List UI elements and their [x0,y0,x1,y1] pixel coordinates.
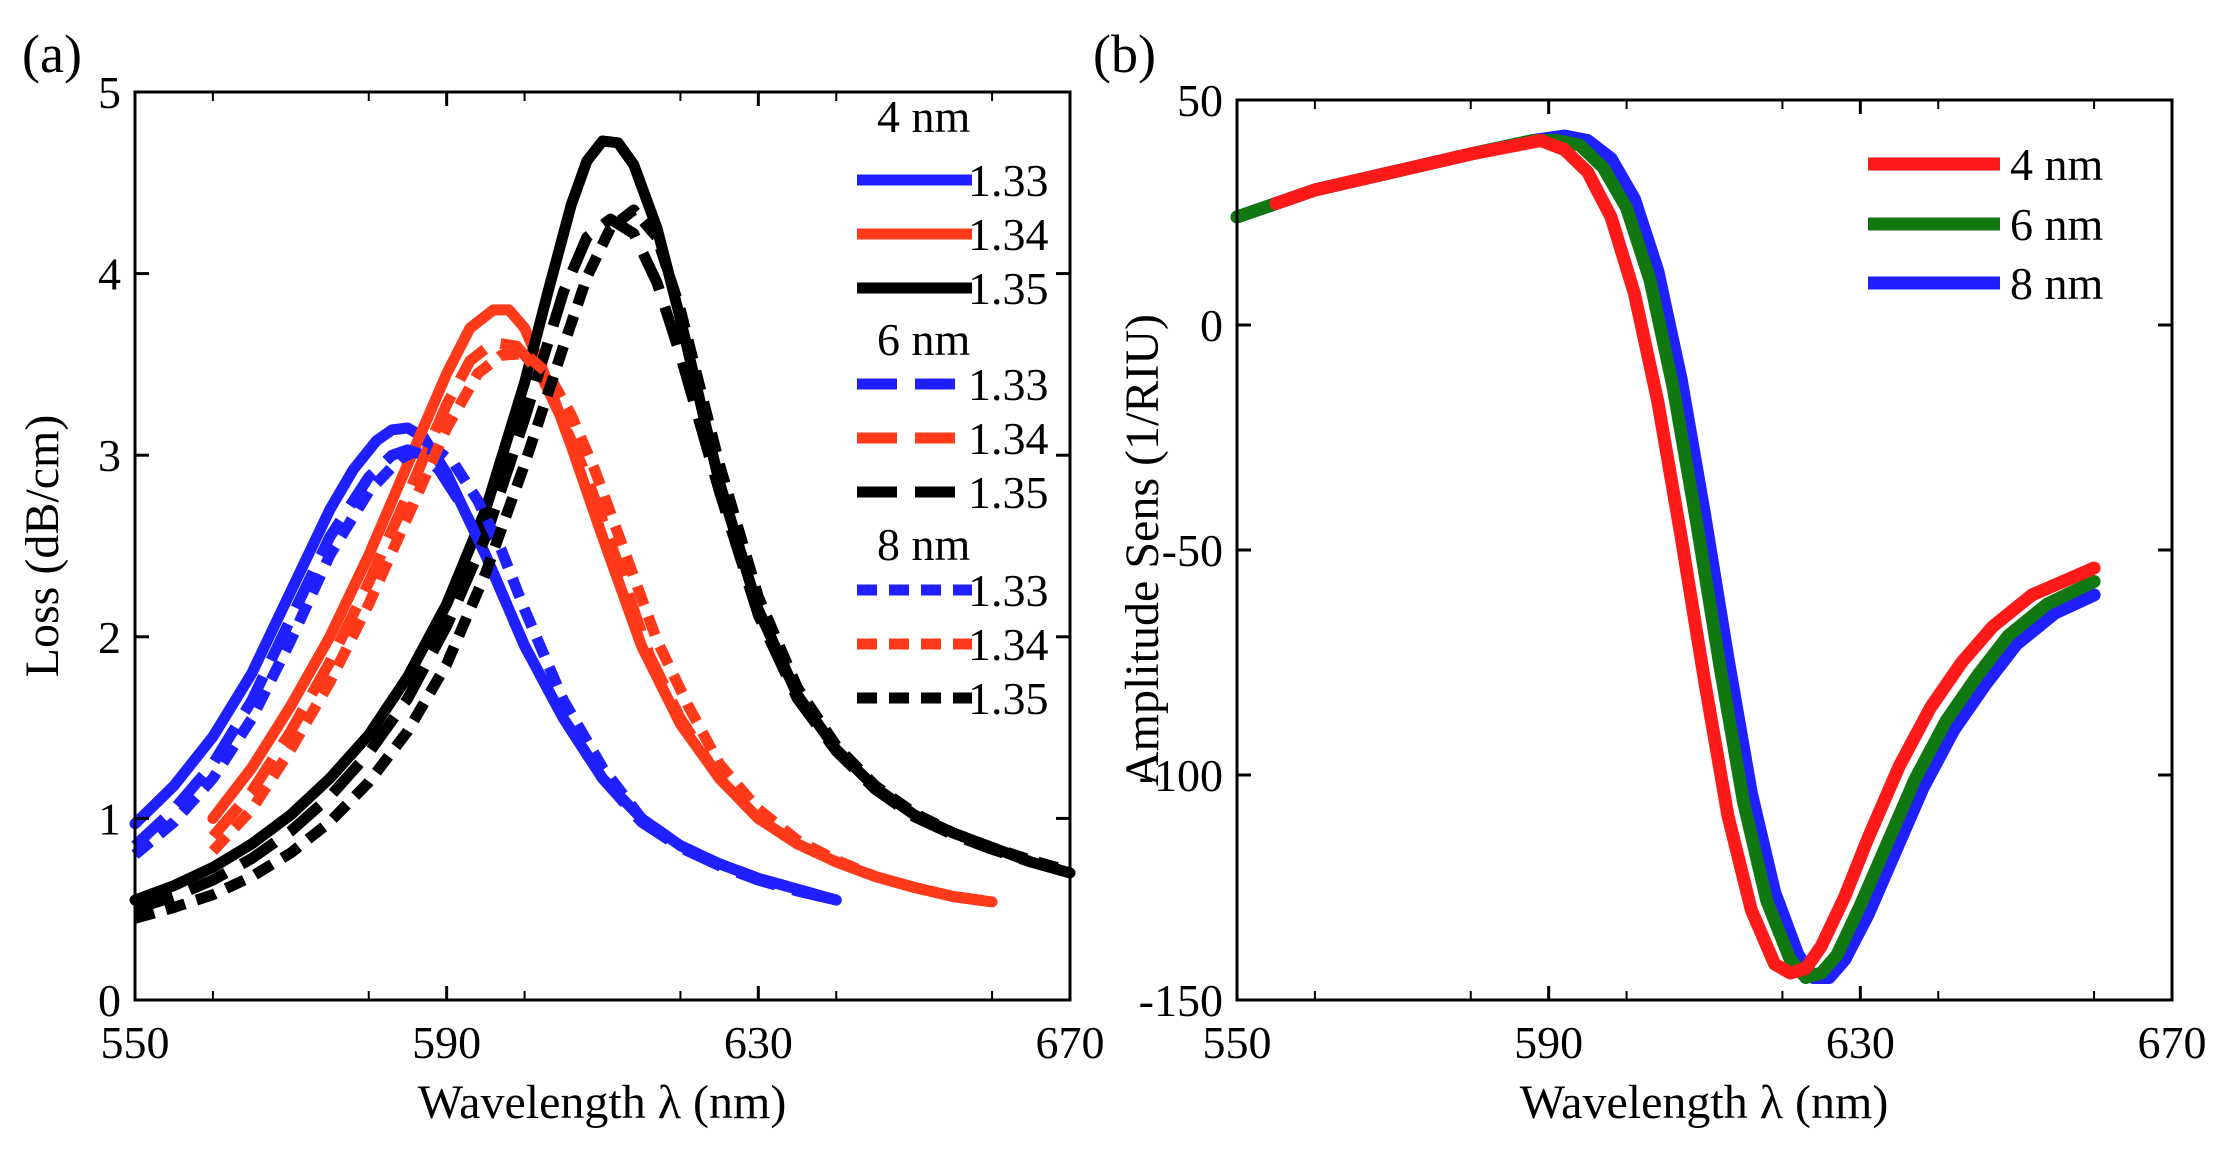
panel-a-series-6-nm-1.34 [208,337,993,908]
panel-b-ytick-label: 0 [1200,300,1223,351]
panel-a-ytick-label: 3 [98,430,121,481]
legend-entry-6nm-1.35: 1.35 [968,467,1049,518]
panel-a-ytick-label: 2 [98,612,121,663]
panel-a-plot-area [129,135,1076,924]
panel-a-frame [133,90,1072,1002]
legend-group-title-8nm: 8 nm [877,519,971,570]
panel-a-ticks: 550 590 630 670 0 1 2 3 4 5 [98,67,1105,1068]
panel-b-xtick-label: 630 [1826,1017,1895,1068]
panel-a-xtick-label: 670 [1036,1017,1105,1068]
panel-a-ylabel: Loss (dB/cm) [16,415,69,678]
legend-entry-4nm-1.34: 1.34 [968,209,1049,260]
legend-entry-4nm-1.33: 1.33 [968,155,1049,206]
panel-b-xtick-label: 670 [2138,1017,2207,1068]
panel-a-ytick-label: 5 [98,67,121,118]
panel-b-series-4-nm [1269,134,2101,980]
legend-group-title-4nm: 4 nm [877,91,971,142]
legend-entry-8nm-1.35: 1.35 [968,673,1049,724]
panel-b-ylabel: Amplitude Sens (1/RIU) [1116,314,1169,786]
panel-a: (a) 550 590 630 670 0 1 2 3 4 5 Wavelength λ (nm)… [16,24,1105,1129]
panel-a-ytick-label: 1 [98,793,121,844]
panel-a-label: (a) [22,24,82,84]
legend-entry-6nm-1.33: 1.33 [968,359,1049,410]
panel-b-ticks: 550 590 630 670 -150 -100 -50 0 50 [1139,75,2207,1068]
panel-b-xtick-label: 590 [1514,1017,1583,1068]
panel-a-series-6-nm-1.35 [133,213,1072,915]
panel-b-series-8-nm [1230,129,2101,984]
panel-b-ytick-label: -50 [1162,525,1223,576]
panel-b-ytick-label: 50 [1177,75,1223,126]
panel-a-xtick-label: 630 [724,1017,793,1068]
panel-a-series-8-nm-1.33 [131,442,838,906]
panel-a-xlabel: Wavelength λ (nm) [418,1076,787,1129]
panel-b-plot-area [1230,129,2101,984]
panel-b-xlabel: Wavelength λ (nm) [1520,1076,1889,1129]
panel-b-ytick-label: -100 [1139,750,1223,801]
legend-entry-6nm-1.34: 1.34 [968,413,1049,464]
panel-a-series-6-nm-1.33 [131,444,838,906]
panel-a-xtick-label: 550 [101,1017,170,1068]
panel-a-series-8-nm-1.34 [208,348,993,908]
legend-entry-8nm-1.33: 1.33 [968,565,1049,616]
panel-b-ytick-label: -150 [1139,975,1223,1026]
panel-a-series-4-nm-1.34 [207,304,998,908]
legend-group-title-6nm: 6 nm [877,314,971,365]
legend-entry-4nm-1.35: 1.35 [968,263,1049,314]
panel-a-ytick-label: 4 [98,249,121,300]
legend-entry-8nm-1.34: 1.34 [968,619,1049,670]
legend-entry-8nm: 8 nm [2010,258,2104,309]
panel-b-label: (b) [1093,24,1156,84]
panel-b: (b) 550 590 630 670 -150 -100 -50 0 50 Wavelengt… [1093,24,2207,1129]
legend-entry-6nm: 6 nm [2010,199,2104,250]
panel-a-xtick-label: 590 [412,1017,481,1068]
legend-entry-4nm: 4 nm [2010,139,2104,190]
panel-a-series-8-nm-1.35 [133,204,1072,924]
panel-b-xtick-label: 550 [1203,1017,1272,1068]
panel-b-legend: 4 nm 6 nm 8 nm [1868,139,2104,309]
panel-a-legend: 4 nm 1.33 1.34 1.35 6 nm 1.33 1.34 1.35 … [857,91,1049,724]
panel-b-series-6-nm [1230,134,2101,984]
panel-a-ytick-label: 0 [98,975,121,1026]
